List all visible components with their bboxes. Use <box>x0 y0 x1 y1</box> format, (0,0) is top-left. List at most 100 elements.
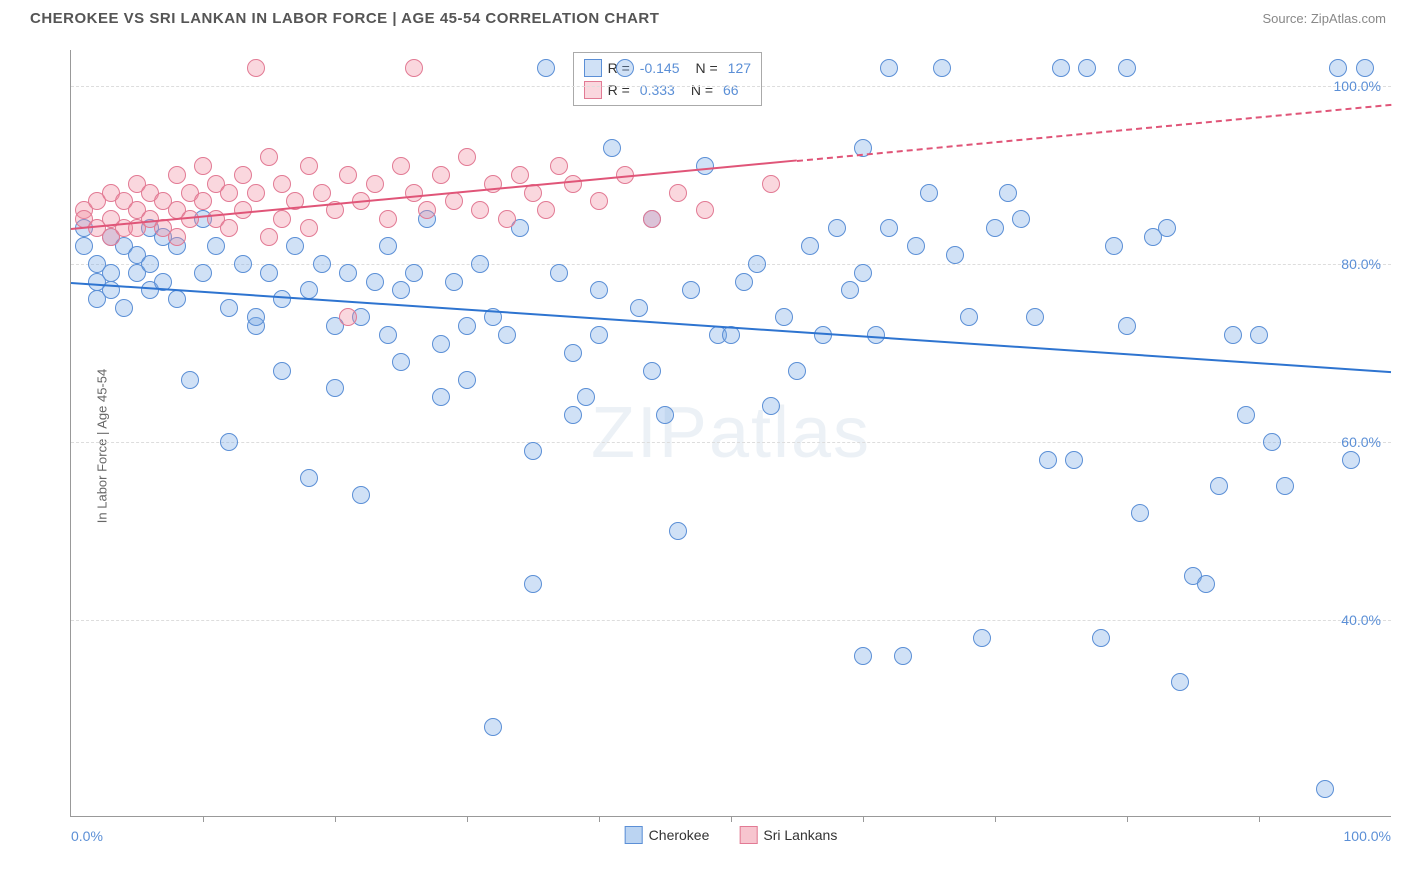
data-point <box>537 201 555 219</box>
data-point <box>1316 780 1334 798</box>
data-point <box>1171 673 1189 691</box>
data-point <box>273 290 291 308</box>
data-point <box>471 255 489 273</box>
legend-swatch <box>584 59 602 77</box>
data-point <box>326 379 344 397</box>
legend-label: Cherokee <box>649 827 710 843</box>
data-point <box>1105 237 1123 255</box>
data-point <box>894 647 912 665</box>
grid-line <box>71 86 1391 87</box>
data-point <box>564 344 582 362</box>
data-point <box>247 308 265 326</box>
data-point <box>1026 308 1044 326</box>
data-point <box>168 228 186 246</box>
data-point <box>379 210 397 228</box>
data-point <box>1039 451 1057 469</box>
data-point <box>1356 59 1374 77</box>
data-point <box>1224 326 1242 344</box>
data-point <box>1052 59 1070 77</box>
data-point <box>1237 406 1255 424</box>
trend-line <box>797 103 1391 161</box>
grid-line <box>71 442 1391 443</box>
chart-title: CHEROKEE VS SRI LANKAN IN LABOR FORCE | … <box>30 10 659 27</box>
data-point <box>392 353 410 371</box>
data-point <box>234 255 252 273</box>
legend-n-label: N = <box>695 60 717 76</box>
data-point <box>603 139 621 157</box>
data-point <box>1158 219 1176 237</box>
data-point <box>339 166 357 184</box>
data-point <box>498 326 516 344</box>
data-point <box>1276 477 1294 495</box>
x-tick <box>599 816 600 822</box>
data-point <box>656 406 674 424</box>
correlation-legend: R =-0.145N =127R =0.333N =66 <box>573 52 762 106</box>
data-point <box>643 362 661 380</box>
bottom-legend-item: Sri Lankans <box>739 826 837 844</box>
grid-line <box>71 620 1391 621</box>
legend-row: R =0.333N =66 <box>584 79 751 101</box>
x-tick <box>1259 816 1260 822</box>
data-point <box>458 317 476 335</box>
data-point <box>854 647 872 665</box>
data-point <box>1342 451 1360 469</box>
data-point <box>880 219 898 237</box>
data-point <box>286 237 304 255</box>
data-point <box>458 371 476 389</box>
data-point <box>379 326 397 344</box>
data-point <box>986 219 1004 237</box>
plot-area: ZIPatlas 0.0% 100.0% CherokeeSri Lankans… <box>70 50 1391 817</box>
x-axis-max-label: 100.0% <box>1344 828 1391 844</box>
data-point <box>801 237 819 255</box>
data-point <box>590 192 608 210</box>
data-point <box>775 308 793 326</box>
data-point <box>788 362 806 380</box>
watermark-bold: ZIP <box>591 393 709 473</box>
data-point <box>841 281 859 299</box>
data-point <box>1329 59 1347 77</box>
data-point <box>616 59 634 77</box>
data-point <box>366 175 384 193</box>
data-point <box>273 175 291 193</box>
data-point <box>366 273 384 291</box>
y-tick-label: 60.0% <box>1341 434 1381 450</box>
data-point <box>762 397 780 415</box>
data-point <box>207 237 225 255</box>
data-point <box>880 59 898 77</box>
data-point <box>550 157 568 175</box>
data-point <box>445 273 463 291</box>
data-point <box>379 237 397 255</box>
data-point <box>524 442 542 460</box>
data-point <box>445 192 463 210</box>
x-tick <box>1127 816 1128 822</box>
data-point <box>907 237 925 255</box>
legend-r-label: R = <box>608 82 630 98</box>
data-point <box>220 184 238 202</box>
data-point <box>1250 326 1268 344</box>
data-point <box>590 326 608 344</box>
data-point <box>762 175 780 193</box>
legend-r-value: -0.145 <box>640 60 680 76</box>
data-point <box>920 184 938 202</box>
x-tick <box>335 816 336 822</box>
x-tick <box>863 816 864 822</box>
data-point <box>300 157 318 175</box>
data-point <box>1078 59 1096 77</box>
header: CHEROKEE VS SRI LANKAN IN LABOR FORCE | … <box>0 0 1406 37</box>
data-point <box>405 264 423 282</box>
data-point <box>484 718 502 736</box>
data-point <box>260 228 278 246</box>
data-point <box>220 433 238 451</box>
data-point <box>498 210 516 228</box>
data-point <box>260 264 278 282</box>
data-point <box>471 201 489 219</box>
bottom-legend: Cherokee Sri Lankans <box>625 826 838 844</box>
data-point <box>418 201 436 219</box>
y-tick-label: 40.0% <box>1341 612 1381 628</box>
data-point <box>564 406 582 424</box>
data-point <box>247 59 265 77</box>
data-point <box>1092 629 1110 647</box>
legend-n-label: N = <box>691 82 713 98</box>
data-point <box>577 388 595 406</box>
data-point <box>590 281 608 299</box>
